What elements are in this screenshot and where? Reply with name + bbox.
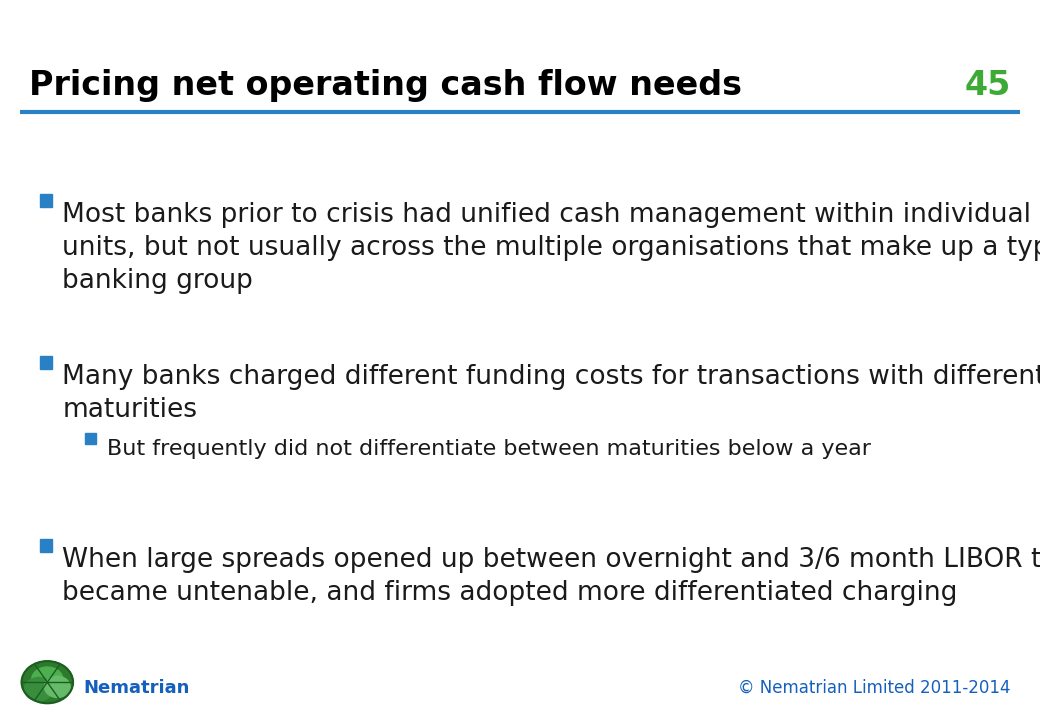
Text: Many banks charged different funding costs for transactions with different
matur: Many banks charged different funding cos… bbox=[62, 364, 1040, 423]
Circle shape bbox=[25, 678, 53, 701]
Circle shape bbox=[45, 676, 71, 698]
Circle shape bbox=[22, 661, 73, 703]
Text: © Nematrian Limited 2011-2014: © Nematrian Limited 2011-2014 bbox=[738, 678, 1011, 697]
Circle shape bbox=[31, 667, 63, 693]
Text: Pricing net operating cash flow needs: Pricing net operating cash flow needs bbox=[29, 69, 743, 102]
Text: But frequently did not differentiate between maturities below a year: But frequently did not differentiate bet… bbox=[107, 439, 872, 459]
Text: 45: 45 bbox=[964, 69, 1011, 102]
Text: Nematrian: Nematrian bbox=[83, 678, 189, 697]
Text: When large spreads opened up between overnight and 3/6 month LIBOR this approach: When large spreads opened up between ove… bbox=[62, 547, 1040, 606]
Text: Most banks prior to crisis had unified cash management within individual bank
un: Most banks prior to crisis had unified c… bbox=[62, 202, 1040, 294]
